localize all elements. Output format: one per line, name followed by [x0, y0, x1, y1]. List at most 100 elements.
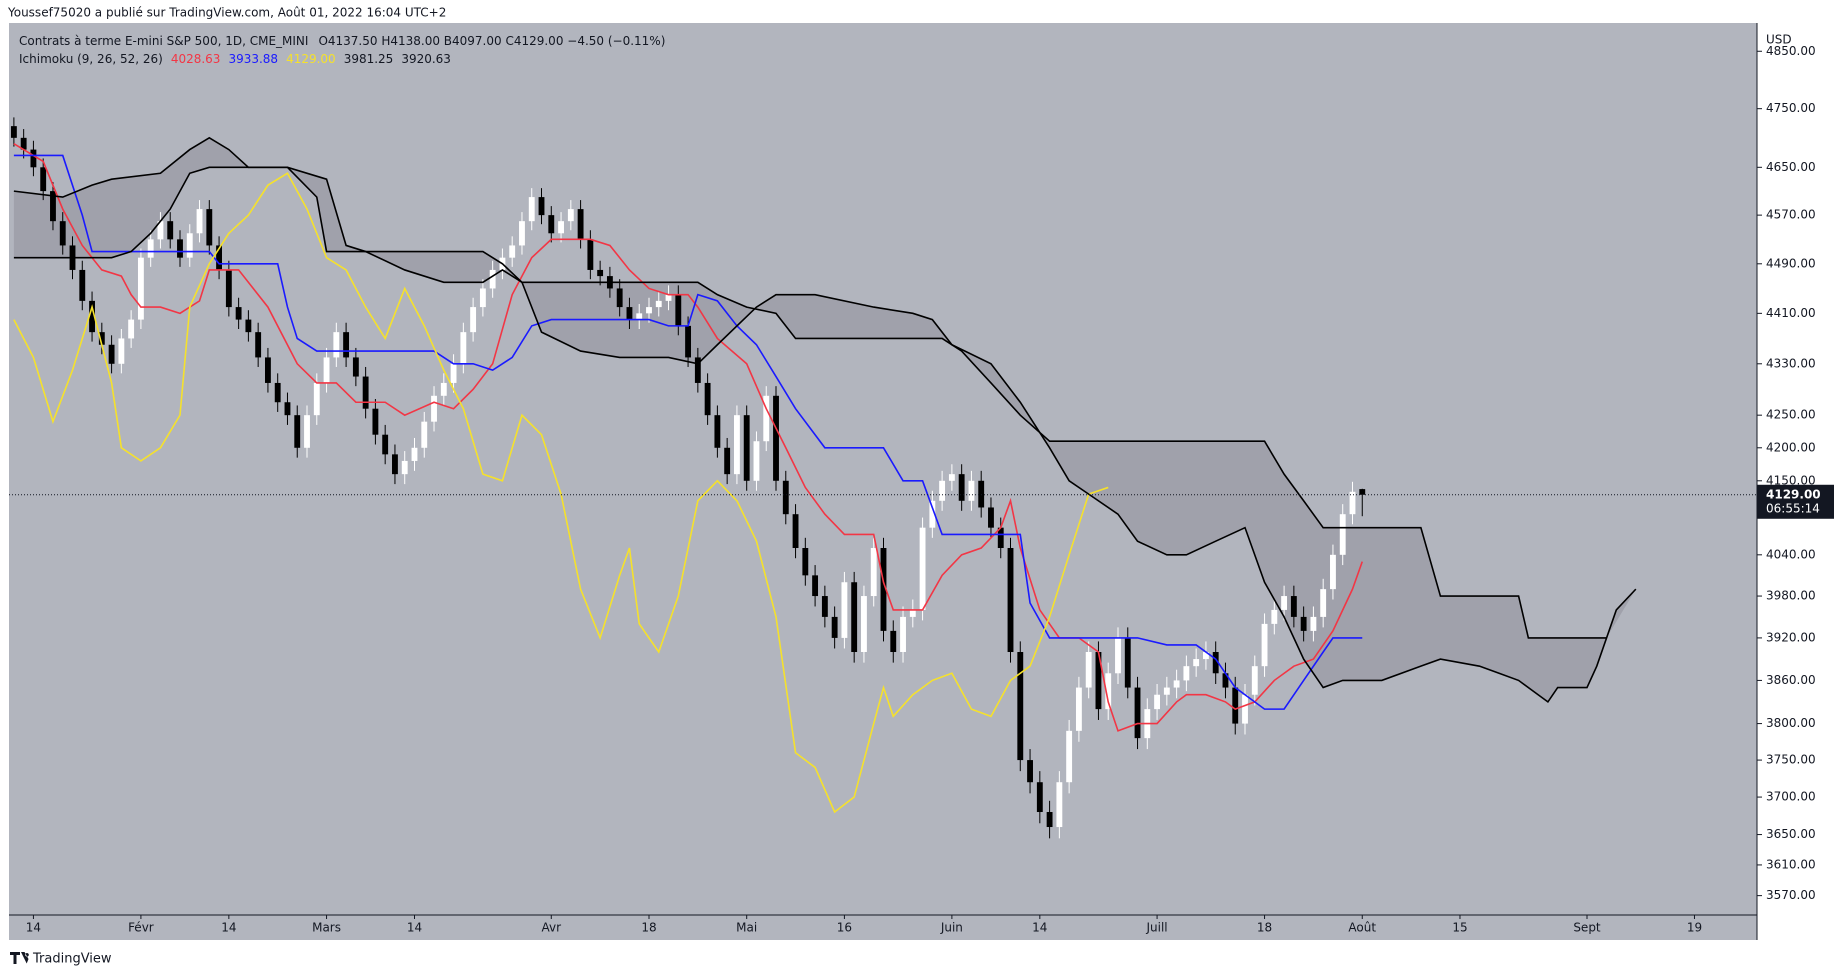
last-price-label: 4129.00 — [1766, 487, 1821, 501]
candle-body — [733, 415, 740, 475]
candle-body — [98, 332, 105, 345]
candle-body — [167, 221, 174, 240]
candle-body — [10, 126, 17, 138]
candle-body — [646, 307, 652, 314]
candle-body — [812, 575, 819, 597]
candle-body — [1271, 609, 1278, 624]
x-tick-label: 14 — [407, 921, 422, 935]
candle-body — [362, 376, 369, 409]
y-tick-label: 4410.00 — [1766, 306, 1816, 320]
last-price-box — [1757, 484, 1834, 519]
candle-body — [1017, 652, 1024, 761]
candle-body — [1330, 554, 1336, 590]
y-tick-label: 4250.00 — [1766, 408, 1816, 422]
candle-body — [802, 548, 809, 576]
candle-body — [1124, 637, 1131, 688]
x-tick-label: Août — [1348, 921, 1376, 935]
indicator-value: 3933.88 — [228, 52, 278, 66]
x-tick-label: 14 — [26, 921, 41, 935]
candle-body — [1212, 652, 1219, 674]
ichimoku-line — [13, 166, 1607, 639]
candle-body — [196, 209, 203, 234]
candle-body — [948, 474, 955, 481]
candle-body — [147, 239, 154, 258]
currency: USD — [1766, 33, 1792, 47]
candle-body — [587, 239, 594, 270]
x-tick-label: 19 — [1687, 921, 1702, 935]
candle-body — [216, 245, 223, 270]
candle-body — [59, 221, 66, 246]
y-tick-label: 3980.00 — [1766, 589, 1816, 603]
candle-body — [1027, 760, 1033, 783]
candle-body — [1290, 596, 1297, 617]
candle-body — [460, 332, 467, 364]
candle-body — [636, 313, 643, 320]
candle-body — [470, 307, 477, 333]
candle-body — [352, 357, 359, 377]
candle-body — [1056, 782, 1063, 828]
candle-body — [821, 596, 828, 617]
candle-body — [294, 415, 301, 448]
candle-body — [792, 514, 799, 549]
ohlc: O4137.50 H4138.00 B4097.00 C4129.00 −4.5… — [318, 34, 665, 48]
y-tick-label: 3650.00 — [1766, 827, 1816, 841]
candle-body — [177, 239, 183, 258]
candle-body — [1163, 687, 1170, 695]
y-tick-label: 4200.00 — [1766, 440, 1816, 454]
candle-body — [685, 325, 692, 358]
plot-background — [9, 23, 1757, 940]
candle-body — [890, 630, 897, 653]
candle-body — [724, 447, 731, 475]
x-tick-label: 18 — [1257, 921, 1272, 935]
x-tick-label: Juin — [940, 921, 963, 935]
x-tick-label: 14 — [221, 921, 236, 935]
x-tick-label: Mars — [312, 921, 341, 935]
candle-body — [421, 421, 428, 448]
candle-body — [1222, 673, 1229, 688]
candle-body — [450, 363, 457, 383]
y-tick-label: 3700.00 — [1766, 790, 1816, 804]
candle-body — [548, 215, 555, 234]
candle-body — [79, 269, 86, 301]
candle-body — [978, 480, 985, 508]
candle-body — [919, 527, 926, 610]
ichimoku-cloud — [13, 137, 1636, 702]
candle-body — [108, 344, 115, 364]
candle-body — [1134, 687, 1141, 739]
candle-body — [870, 548, 877, 597]
candle-body — [313, 382, 320, 416]
candle-body — [1105, 673, 1112, 710]
header: Youssef75020 a publié sur TradingView.co… — [7, 6, 446, 20]
candle-body — [538, 197, 545, 216]
y-tick-label: 4850.00 — [1766, 44, 1816, 58]
candle-body — [1261, 623, 1268, 667]
candle-body — [1300, 616, 1307, 631]
indicator-value: 4129.00 — [286, 52, 336, 66]
candle-body — [20, 137, 27, 150]
x-tick-label: 14 — [1032, 921, 1047, 935]
y-tick-label: 3800.00 — [1766, 716, 1816, 730]
candle-body — [382, 434, 389, 455]
candle-body — [1310, 616, 1317, 631]
candle-body — [782, 480, 789, 515]
candle-body — [40, 167, 47, 192]
candle-body — [431, 395, 437, 422]
candle-body — [714, 415, 721, 448]
candle-body — [372, 408, 379, 435]
y-tick-label: 4490.00 — [1766, 256, 1816, 270]
candle-body — [929, 500, 936, 528]
indicator-value: 3920.63 — [401, 52, 451, 66]
y-tick-label: 4330.00 — [1766, 356, 1816, 370]
candle-body — [1085, 652, 1092, 688]
candle-body — [30, 149, 37, 168]
y-tick-label: 3920.00 — [1766, 630, 1816, 644]
candle-body — [861, 596, 867, 653]
candle-body — [440, 382, 447, 396]
footer: TradingView — [32, 952, 112, 967]
candle-body — [411, 447, 418, 461]
indicator-value: 3981.25 — [344, 52, 394, 66]
candle-body — [255, 332, 262, 358]
candle-body — [1173, 680, 1180, 688]
candle-body — [597, 269, 604, 277]
